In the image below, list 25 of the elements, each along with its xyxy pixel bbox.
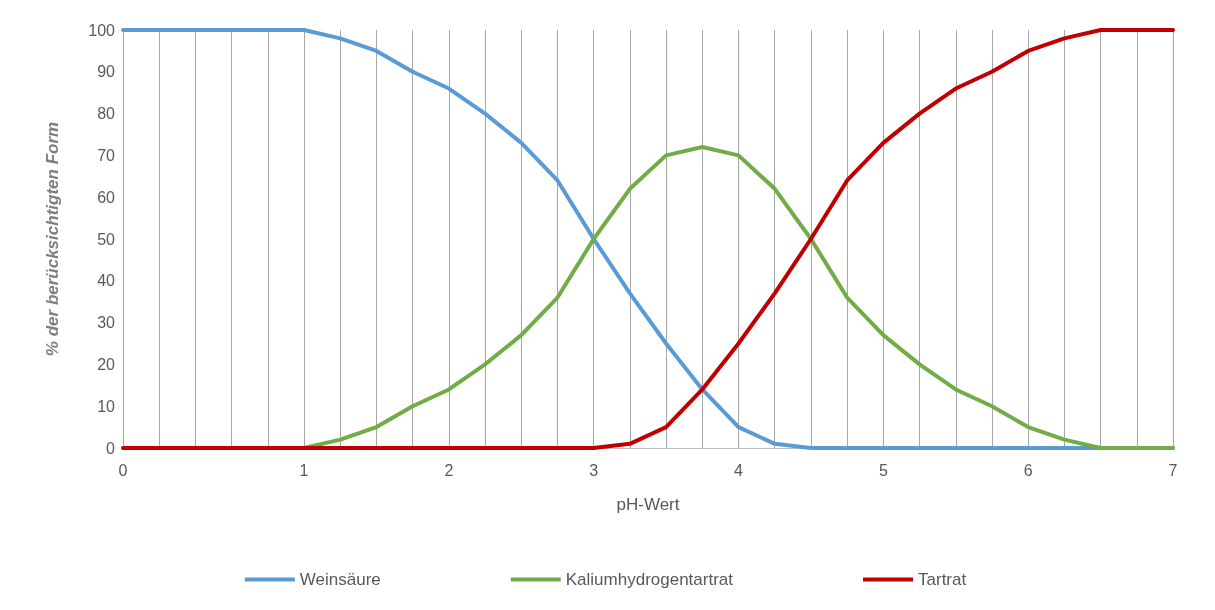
x-tick-label: 1 — [299, 461, 309, 479]
y-tick-label: 50 — [97, 230, 116, 248]
legend-label: Weinsäure — [299, 570, 381, 589]
x-tick-label: 3 — [589, 461, 599, 479]
y-tick-label: 60 — [97, 188, 116, 206]
y-tick-label: 90 — [97, 63, 116, 81]
line-series — [121, 28, 1175, 450]
x-tick-label: 2 — [444, 461, 454, 479]
y-tick-label: 70 — [97, 146, 116, 164]
x-tick-label: 0 — [118, 461, 128, 479]
x-tick-label: 5 — [878, 461, 888, 479]
y-axis-title: % der berücksichtigten Form — [43, 121, 62, 357]
y-tick-label: 10 — [97, 397, 116, 415]
y-tick-label: 30 — [97, 314, 116, 332]
y-tick-label: 40 — [97, 272, 116, 290]
x-axis-title: pH-Wert — [616, 495, 680, 514]
x-tick-label: 6 — [1023, 461, 1033, 479]
y-tick-label: 100 — [88, 21, 116, 39]
legend-label: Tartrat — [918, 570, 967, 589]
x-tick-label: 7 — [1168, 461, 1178, 479]
x-tick-label: 4 — [734, 461, 744, 479]
y-tick-label: 0 — [106, 439, 116, 457]
legend-label: Kaliumhydrogentartrat — [565, 570, 734, 589]
y-tick-label: 80 — [97, 105, 116, 123]
y-tick-label: 20 — [97, 355, 116, 373]
